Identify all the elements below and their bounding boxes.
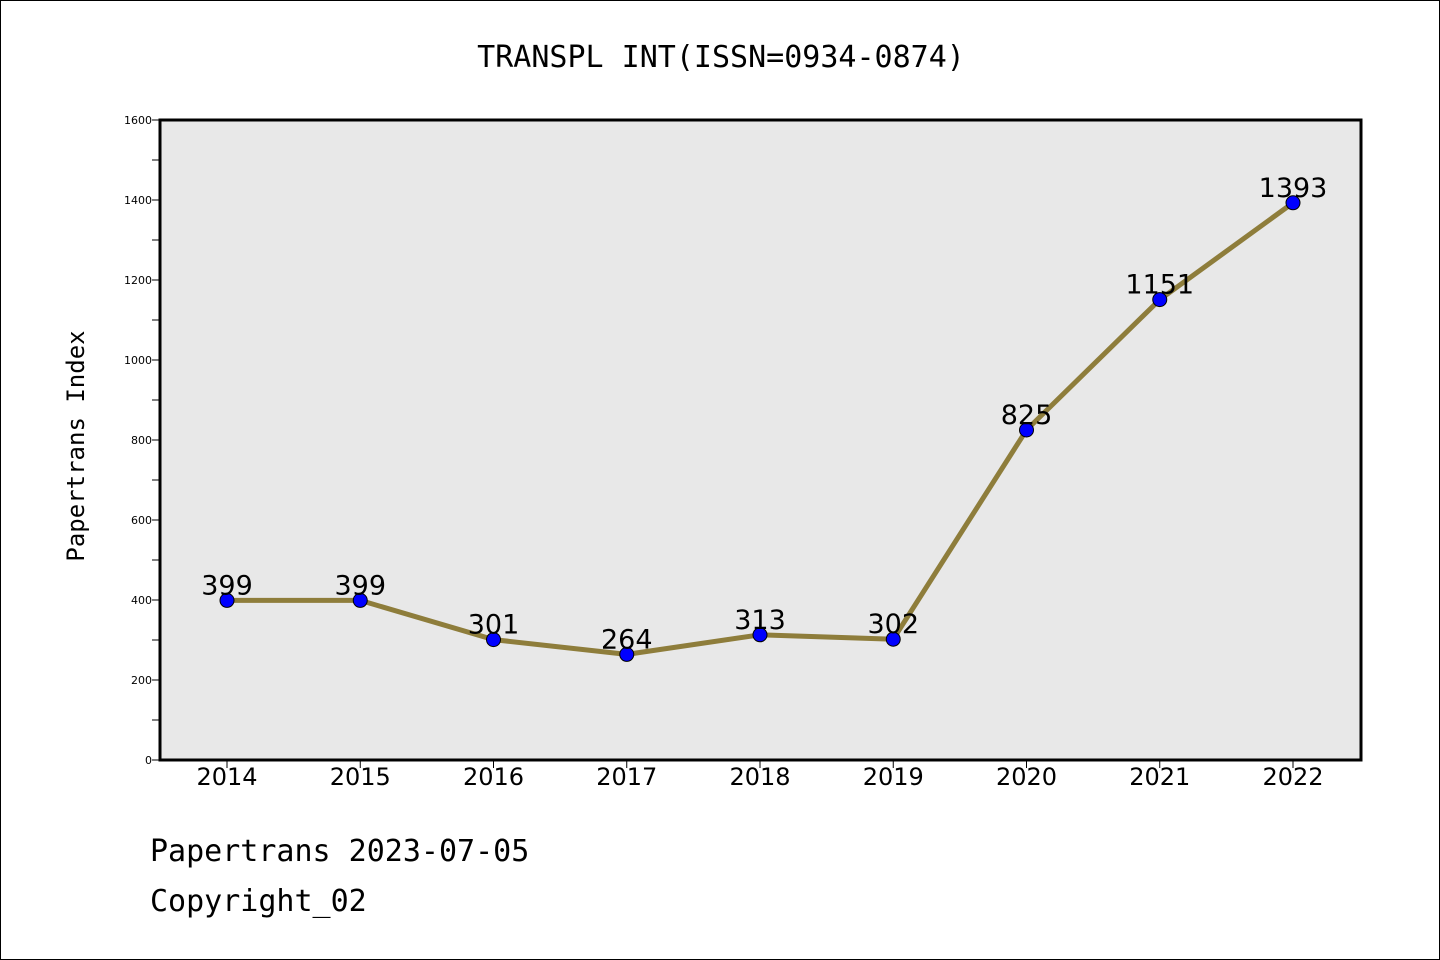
data-label: 399 <box>334 570 386 601</box>
plot-area <box>158 118 1363 762</box>
data-label: 301 <box>468 610 520 641</box>
x-axis-ticks: 2014 2015 2016 2017 2018 2019 2020 2021 2022 <box>196 760 1324 791</box>
data-point <box>1152 292 1168 308</box>
y-axis-ticks: 0 200 400 600 800 1000 1200 1400 1600 <box>124 114 160 767</box>
y-tick-label: 1200 <box>124 274 152 287</box>
x-tick-label: 2017 <box>596 763 657 791</box>
data-point <box>752 627 768 643</box>
y-tick-label: 200 <box>131 674 152 687</box>
data-label: 399 <box>201 570 253 601</box>
data-point <box>1019 422 1034 438</box>
data-label: 1393 <box>1259 173 1328 204</box>
data-label: 313 <box>734 605 786 636</box>
data-label: 264 <box>601 624 653 655</box>
chart-title: TRANSPL INT(ISSN=0934-0874) <box>477 40 965 75</box>
data-point <box>219 592 235 608</box>
x-tick-label: 2018 <box>729 763 790 791</box>
data-label: 1151 <box>1125 270 1194 301</box>
x-tick-label: 2019 <box>863 763 924 791</box>
data-label: 302 <box>867 609 919 640</box>
data-point <box>619 646 635 662</box>
y-tick-label: 1400 <box>124 194 152 207</box>
data-label: 825 <box>1001 400 1053 431</box>
footer-date: Papertrans 2023-07-05 <box>150 834 530 869</box>
y-tick-label: 1000 <box>124 354 152 367</box>
data-point <box>885 631 901 647</box>
y-tick-label: 600 <box>131 514 152 527</box>
data-labels: 399 399 301 264 313 302 825 1151 1393 <box>201 173 1327 656</box>
y-tick-label: 1600 <box>124 114 152 127</box>
footer-copyright: Copyright_02 <box>150 884 367 919</box>
data-points <box>219 195 1301 662</box>
y-axis-label: Papertrans Index <box>62 330 90 561</box>
y-tick-label: 800 <box>131 434 152 447</box>
data-point <box>352 592 368 608</box>
x-tick-label: 2022 <box>1262 763 1323 791</box>
y-tick-label: 400 <box>131 594 152 607</box>
y-tick-label: 0 <box>145 754 152 767</box>
x-tick-label: 2014 <box>196 763 257 791</box>
x-tick-label: 2020 <box>996 763 1057 791</box>
x-tick-label: 2015 <box>330 763 391 791</box>
x-tick-label: 2021 <box>1129 763 1190 791</box>
x-tick-label: 2016 <box>463 763 524 791</box>
data-point <box>1285 195 1301 211</box>
data-point <box>486 632 501 648</box>
